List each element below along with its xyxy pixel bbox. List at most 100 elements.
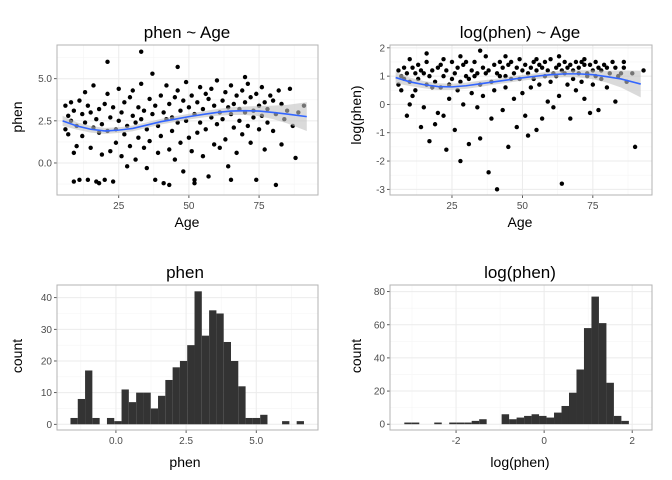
data-point	[576, 65, 581, 70]
x-tick-label: 5.0	[249, 436, 263, 447]
histogram-bar	[194, 291, 202, 425]
y-tick-label: 60	[374, 320, 386, 331]
y-tick-label: 20	[41, 356, 53, 367]
histogram-bar	[501, 414, 510, 425]
data-point	[458, 158, 463, 164]
data-point	[254, 177, 259, 183]
data-point	[85, 103, 91, 108]
x-tick-label: -2	[452, 436, 461, 447]
data-point	[234, 93, 239, 98]
data-point	[88, 110, 93, 115]
data-point	[441, 113, 446, 118]
data-point	[534, 68, 539, 73]
data-point	[548, 79, 553, 84]
data-point	[632, 144, 638, 150]
data-point	[223, 89, 228, 95]
data-point	[99, 122, 105, 127]
data-point	[130, 113, 135, 118]
histogram-bar	[260, 414, 268, 425]
data-point	[413, 88, 418, 93]
data-point	[520, 68, 525, 73]
data-point	[477, 48, 483, 53]
data-point	[477, 136, 483, 141]
data-point	[554, 65, 559, 70]
data-point	[245, 123, 251, 129]
data-point	[449, 59, 455, 65]
data-point	[164, 83, 169, 88]
y-tick-label: 30	[41, 325, 53, 336]
data-point	[593, 59, 598, 65]
histogram-bar	[114, 421, 122, 425]
data-point	[503, 85, 508, 90]
data-point	[158, 93, 164, 98]
data-point	[88, 145, 93, 151]
data-point	[96, 106, 102, 112]
data-point	[610, 59, 615, 65]
data-point	[404, 71, 410, 76]
data-point	[122, 100, 127, 105]
data-point	[192, 181, 197, 186]
histogram-bar	[136, 392, 144, 425]
data-point	[167, 182, 172, 188]
data-point	[523, 62, 528, 68]
plot-area: 25 50 75 0.0 2.5 5.0	[38, 44, 319, 212]
y-tick-label: 40	[41, 293, 53, 304]
x-tick-label: 2.5	[179, 436, 193, 447]
data-point	[144, 165, 150, 171]
data-point	[534, 56, 539, 62]
data-point	[63, 127, 68, 132]
histogram-bar	[296, 421, 304, 425]
data-point	[138, 81, 144, 86]
data-point	[80, 133, 85, 139]
data-point	[217, 145, 222, 151]
data-point	[396, 68, 401, 73]
data-point	[116, 86, 121, 92]
data-point	[539, 65, 545, 70]
data-point	[136, 135, 141, 140]
data-point	[475, 71, 480, 76]
histogram-bar	[449, 422, 457, 425]
data-point	[150, 111, 155, 117]
data-point	[528, 85, 534, 90]
histogram-bar	[209, 310, 217, 425]
data-point	[601, 62, 607, 68]
histogram-bar	[539, 415, 547, 425]
data-point	[514, 124, 519, 130]
histogram-bar	[516, 417, 525, 425]
data-point	[582, 96, 587, 101]
data-point	[641, 68, 646, 73]
data-point	[497, 73, 503, 79]
x-tick-label: 75	[254, 201, 266, 212]
data-point	[234, 150, 239, 156]
data-point	[573, 59, 579, 65]
data-point	[94, 116, 99, 122]
data-point	[158, 133, 164, 139]
data-point	[228, 177, 234, 183]
histogram-bar	[554, 412, 562, 425]
data-point	[214, 122, 220, 127]
data-point	[209, 86, 214, 92]
histogram-bar	[621, 420, 629, 425]
panel-border	[56, 284, 319, 431]
data-point	[240, 88, 245, 93]
smooth-line	[62, 109, 307, 132]
data-point	[195, 100, 200, 105]
plot-area: 25 50 75 -3 -2 -1 0 1 2	[376, 43, 653, 212]
data-point	[161, 181, 166, 186]
y-tick-label: 20	[374, 387, 386, 398]
data-point	[455, 65, 460, 70]
data-point	[77, 177, 82, 183]
data-point	[197, 84, 203, 90]
histogram-bar	[434, 422, 442, 425]
data-point	[500, 65, 505, 70]
y-tick-label: 0	[379, 420, 385, 431]
data-point	[452, 71, 457, 76]
data-point	[99, 152, 105, 157]
data-point	[108, 115, 113, 120]
histogram-bar	[165, 379, 173, 425]
data-point	[189, 148, 194, 154]
x-tick-label: 75	[587, 201, 599, 212]
data-point	[105, 59, 110, 65]
data-point	[130, 88, 135, 93]
